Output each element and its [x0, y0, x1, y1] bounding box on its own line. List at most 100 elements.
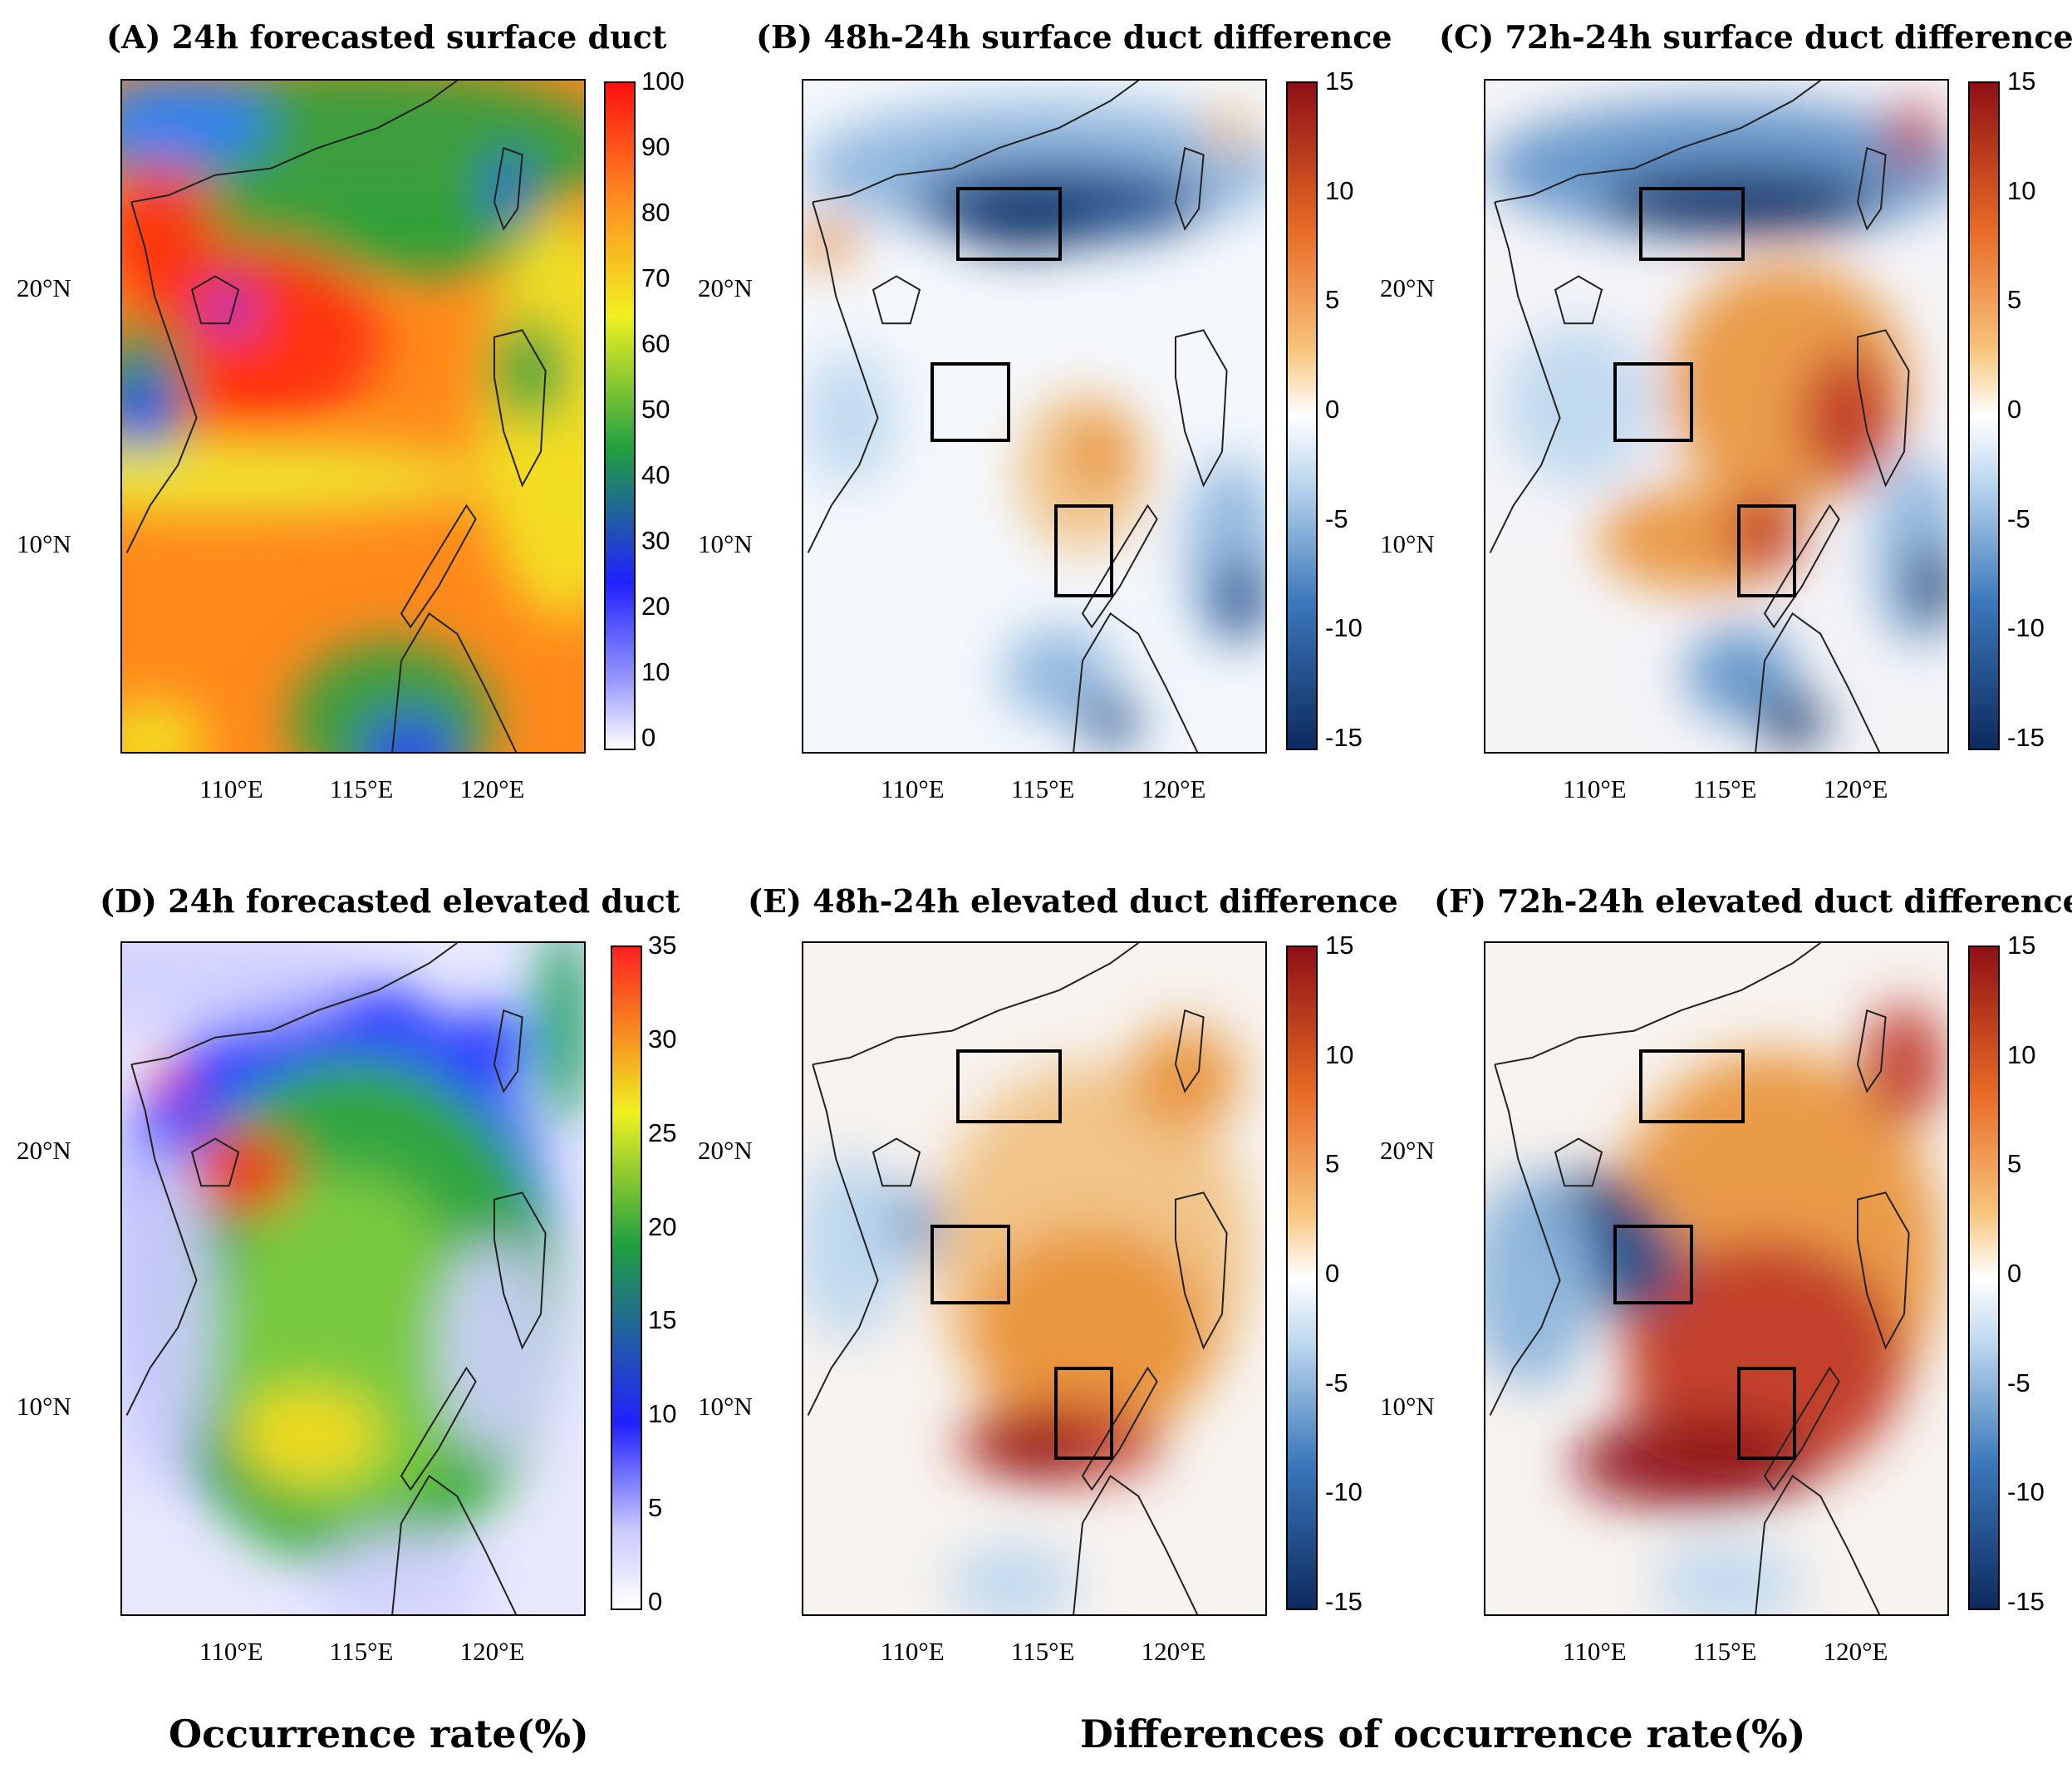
coastline [1495, 943, 1821, 1066]
coastline [125, 1063, 198, 1416]
coastline [190, 275, 240, 325]
panel-title-d: (D) 24h forecasted elevated duct [100, 882, 680, 920]
colorbar-tick: 0 [641, 723, 656, 752]
colorbar-tick: 0 [1325, 395, 1340, 424]
coastline [400, 503, 477, 629]
coastline [131, 943, 458, 1066]
lon-axis-label: 115°E [329, 774, 394, 803]
footer-difference-rate: Differences of occurrence rate(%) [1080, 1712, 1806, 1756]
map-panel-c [1484, 79, 1949, 754]
colorbar-tick: -10 [1325, 1477, 1363, 1507]
lat-axis-label: 10°N [1380, 1392, 1435, 1422]
coastline [1856, 146, 1887, 231]
colorbar-tick: -15 [1325, 1587, 1363, 1616]
field-region [122, 161, 215, 297]
field-region [187, 1132, 299, 1213]
coastline [391, 612, 518, 752]
field-region [494, 317, 569, 425]
colorbar-tick: 35 [648, 931, 677, 960]
field-region [122, 81, 272, 169]
field-region [1569, 1206, 1682, 1314]
coastline [1755, 1475, 1881, 1614]
colorbar-surface-abs [604, 81, 636, 750]
field-region [1083, 694, 1139, 749]
region-box-south [1737, 504, 1796, 597]
coastline [813, 943, 1139, 1066]
field-region [803, 1152, 906, 1342]
region-box-central [1613, 1225, 1693, 1304]
colorbar-tick: 30 [641, 526, 670, 555]
lon-axis-label: 120°E [1823, 774, 1888, 803]
colorbar-tick: 10 [2007, 1039, 2036, 1069]
colorbar-tick: -5 [2007, 503, 2030, 533]
lon-axis-label: 115°E [1010, 1637, 1075, 1666]
coastline [807, 1063, 879, 1416]
coastline [125, 201, 198, 553]
colorbar-tick: 10 [1325, 1039, 1354, 1069]
field-region [1760, 694, 1825, 749]
coastline [1856, 1009, 1887, 1093]
colorbar-tick: 10 [641, 657, 670, 686]
lon-axis-label: 115°E [1010, 774, 1075, 803]
field-region [1068, 410, 1134, 493]
field-region [1652, 1543, 1802, 1614]
colorbar-tick: 10 [1325, 175, 1354, 205]
coastline [1554, 275, 1603, 325]
colorbar-tick: 15 [648, 1305, 677, 1335]
field-region [1129, 1024, 1241, 1132]
field-region [1862, 1004, 1947, 1126]
field-region [536, 943, 584, 1126]
colorbar-tick: 0 [1325, 1259, 1340, 1288]
coastline [391, 1475, 518, 1614]
lon-axis-label: 110°E [881, 774, 945, 803]
colorbar-tick: -15 [2007, 1587, 2045, 1616]
field-region [122, 242, 383, 432]
lon-axis-label: 115°E [1692, 774, 1757, 803]
colorbar-tick: 0 [648, 1587, 663, 1616]
footer-occurrence-rate: Occurrence rate(%) [169, 1712, 589, 1756]
field-region [952, 195, 1102, 249]
lat-axis-label: 10°N [698, 1392, 753, 1422]
coastline [1763, 503, 1840, 629]
coastline [493, 1191, 547, 1350]
field-region [1574, 1415, 1816, 1510]
colorbar-tick: -5 [2007, 1368, 2030, 1397]
coastline [1763, 1366, 1840, 1491]
field-region [122, 701, 206, 752]
coastline [1495, 81, 1821, 204]
lon-axis-label: 120°E [459, 1637, 525, 1666]
lat-axis-label: 10°N [1380, 529, 1435, 559]
colorbar-tick: 20 [648, 1211, 677, 1241]
colorbar-tick: -5 [1325, 503, 1348, 533]
region-box-south [1054, 504, 1113, 597]
panel-title-f: (F) 72h-24h elevated duct difference [1434, 882, 2072, 920]
region-box-south [1737, 1367, 1796, 1460]
coastline [493, 1009, 523, 1093]
colorbar-tick: 30 [648, 1024, 677, 1054]
colorbar-tick: 40 [641, 460, 670, 489]
field-region [289, 640, 494, 752]
map-svg [122, 943, 584, 1614]
colorbar-tick: 5 [1325, 285, 1340, 315]
colorbar-tick: 80 [641, 198, 670, 227]
region-box-north [1639, 187, 1745, 261]
lat-axis-label: 20°N [1380, 273, 1435, 302]
map-svg [1485, 943, 1947, 1614]
field-region [122, 371, 174, 465]
colorbar-diff-b [1286, 81, 1318, 750]
coastline [131, 81, 458, 204]
panel-title-e: (E) 48h-24h elevated duct difference [748, 882, 1398, 920]
colorbar-tick: 20 [641, 592, 670, 621]
field-region [122, 1145, 215, 1483]
coastline [1175, 329, 1228, 488]
coastline [1175, 1191, 1228, 1350]
field-region [980, 1422, 1092, 1476]
map-svg [803, 81, 1265, 752]
coastline [400, 1366, 477, 1491]
lat-axis-label: 10°N [17, 1392, 71, 1422]
coastline [1073, 612, 1199, 752]
map-svg [122, 81, 584, 752]
colorbar-tick: 5 [1325, 1149, 1340, 1179]
field-region [1908, 546, 1947, 627]
colorbar-tick: 10 [2007, 175, 2036, 205]
